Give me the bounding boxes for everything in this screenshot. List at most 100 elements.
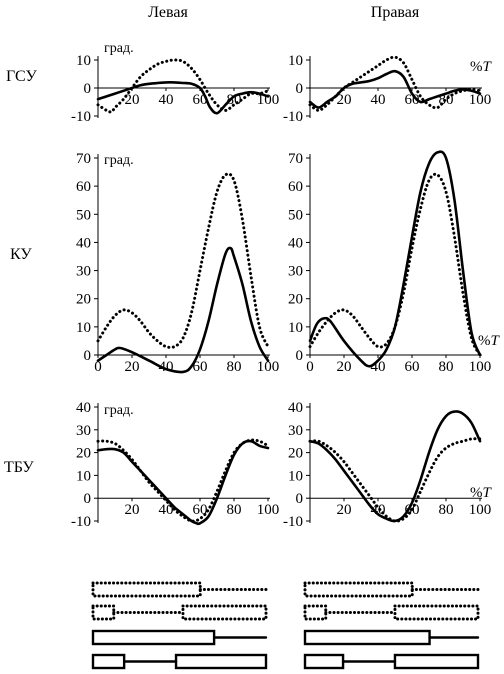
y-tick-label: 30	[288, 423, 303, 439]
y-tick-label: -10	[283, 109, 303, 125]
y-tick-label: 20	[288, 292, 303, 308]
y-tick-label: 0	[296, 81, 304, 97]
phase-bars-left	[91, 581, 268, 670]
x-unit-label-ku: %T	[478, 333, 501, 349]
x-tick-label: 20	[125, 359, 140, 375]
column-title-left: Левая	[148, 4, 188, 21]
y-tick-label: 0	[296, 348, 304, 364]
row-label-tbu: ТБУ	[4, 459, 34, 476]
x-tick-label: 60	[405, 92, 420, 108]
x-tick-label: 80	[439, 359, 454, 375]
y-tick-label: 50	[288, 207, 303, 223]
y-tick-label: 50	[76, 207, 91, 223]
y-tick-label: 10	[288, 320, 303, 336]
phase-box-dotted	[181, 604, 268, 621]
y-tick-label: -10	[71, 514, 91, 530]
y-tick-label: 30	[76, 423, 91, 439]
y-tick-label: 10	[76, 53, 91, 69]
y-tick-label: 0	[296, 491, 304, 507]
x-tick-label: 80	[227, 502, 242, 518]
x-tick-label: 0	[306, 359, 314, 375]
y-tick-label: 10	[76, 468, 91, 484]
series-solid-line	[308, 69, 482, 109]
x-tick-label: 100	[469, 359, 492, 375]
unit-label-tbu: град.	[104, 403, 134, 418]
series-solid-line	[96, 439, 270, 526]
series-dotted-line	[308, 172, 482, 357]
x-tick-label: 80	[227, 359, 242, 375]
y-tick-label: 30	[288, 264, 303, 280]
x-unit-label-gsu: %T	[470, 59, 493, 75]
phase-box-solid	[393, 653, 480, 670]
x-tick-label: 20	[337, 92, 352, 108]
phase-box-dotted	[303, 604, 328, 621]
x-tick-label: 60	[193, 359, 208, 375]
series-solid-line	[308, 150, 482, 368]
series-dotted-line	[308, 437, 482, 523]
phase-box-dotted	[393, 604, 480, 621]
y-tick-label: 40	[288, 235, 303, 251]
y-tick-label: 10	[288, 53, 303, 69]
series-solid-line	[96, 81, 270, 115]
phase-box-dotted	[91, 604, 116, 621]
y-tick-label: 40	[288, 400, 303, 416]
x-tick-label: 40	[371, 502, 386, 518]
unit-label-gsu: град.	[104, 41, 134, 56]
y-tick-label: 60	[76, 179, 91, 195]
unit-label-ku: град.	[104, 153, 134, 168]
series-solid-line	[96, 246, 270, 374]
x-tick-label: 20	[125, 92, 140, 108]
phase-box-solid	[174, 653, 268, 670]
row-label-gsu: ГСУ	[6, 68, 38, 85]
y-tick-label: 0	[84, 81, 92, 97]
phase-bars-right	[303, 581, 480, 670]
y-tick-label: 70	[76, 151, 91, 167]
series-dotted-line	[96, 172, 270, 349]
y-tick-label: 10	[288, 468, 303, 484]
column-title-right: Правая	[371, 4, 420, 21]
y-tick-label: 10	[76, 320, 91, 336]
phase-box-dotted	[91, 581, 202, 598]
x-tick-label: 100	[257, 92, 280, 108]
y-tick-label: 20	[76, 446, 91, 462]
x-tick-label: 60	[405, 359, 420, 375]
row-label-ku: КУ	[10, 246, 32, 263]
x-tick-label: 20	[337, 502, 352, 518]
y-tick-label: 20	[76, 292, 91, 308]
x-tick-label: 20	[337, 359, 352, 375]
x-tick-label: 100	[257, 359, 280, 375]
y-tick-label: -10	[71, 109, 91, 125]
series-solid-line	[308, 410, 482, 523]
x-tick-label: 100	[257, 502, 280, 518]
y-tick-label: 40	[76, 235, 91, 251]
series-dotted-line	[96, 438, 270, 523]
phase-box-solid	[303, 653, 345, 670]
series-dotted-line	[96, 58, 270, 114]
x-tick-label: 100	[469, 502, 492, 518]
y-tick-label: 0	[84, 348, 92, 364]
x-tick-label: 20	[125, 502, 140, 518]
y-tick-label: 40	[76, 400, 91, 416]
phase-box-solid	[91, 629, 216, 646]
y-tick-label: 70	[288, 151, 303, 167]
x-tick-label: 0	[94, 359, 102, 375]
phase-box-solid	[303, 629, 431, 646]
x-tick-label: 40	[371, 92, 386, 108]
phase-box-solid	[91, 653, 126, 670]
x-tick-label: 40	[159, 92, 174, 108]
x-tick-label: 80	[439, 502, 454, 518]
x-tick-label: 100	[469, 92, 492, 108]
y-tick-label: 20	[288, 446, 303, 462]
y-tick-label: 0	[84, 491, 92, 507]
y-tick-label: 30	[76, 264, 91, 280]
series-dotted-line	[308, 55, 482, 112]
phase-box-dotted	[303, 581, 414, 598]
